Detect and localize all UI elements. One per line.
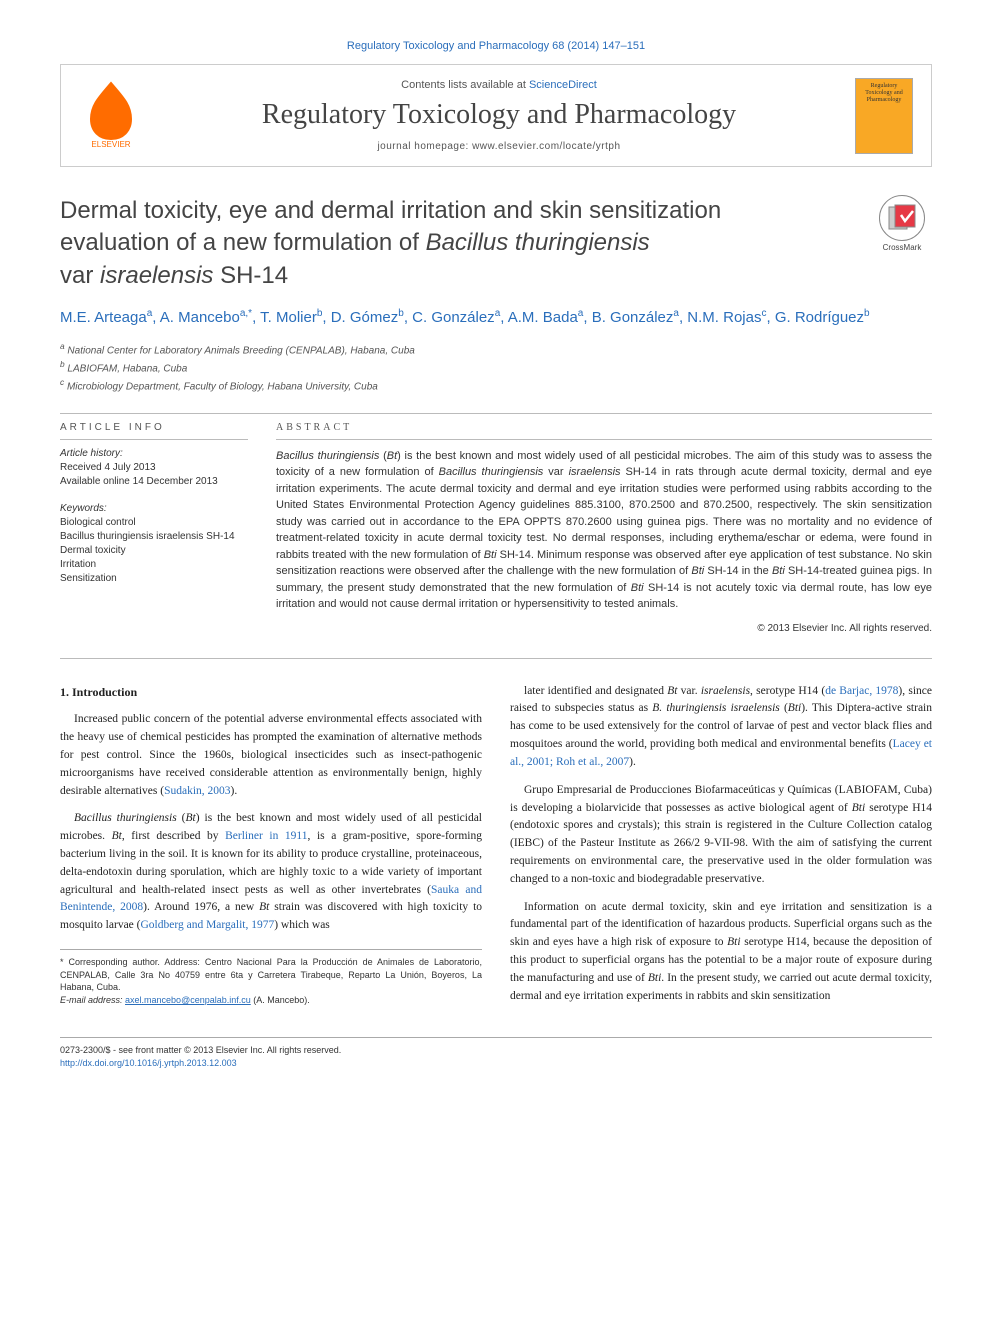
body-paragraph: later identified and designated Bt var. …	[510, 683, 932, 772]
body-columns: 1. Introduction Increased public concern…	[60, 683, 932, 1016]
cover-text: Regulatory Toxicology and Pharmacology	[860, 83, 908, 105]
article-title: Dermal toxicity, eye and dermal irritati…	[60, 195, 852, 292]
homepage-url[interactable]: www.elsevier.com/locate/yrtph	[472, 141, 620, 152]
title-line2-em: Bacillus thuringiensis	[426, 229, 650, 256]
keyword-line: Irritation	[60, 558, 248, 572]
journal-cover-thumbnail: Regulatory Toxicology and Pharmacology	[855, 78, 913, 154]
body-paragraph: Grupo Empresarial de Producciones Biofar…	[510, 782, 932, 889]
header-citation: Regulatory Toxicology and Pharmacology 6…	[60, 40, 932, 52]
keyword-line: Dermal toxicity	[60, 544, 248, 558]
title-line3-pre: var	[60, 262, 100, 289]
article-info-column: ARTICLE INFO Article history: Received 4…	[60, 422, 248, 634]
affiliations: a National Center for Laboratory Animals…	[60, 340, 932, 395]
keywords-heading: Keywords:	[60, 503, 248, 514]
journal-header-box: ELSEVIER Contents lists available at Sci…	[60, 64, 932, 167]
title-line1: Dermal toxicity, eye and dermal irritati…	[60, 197, 721, 224]
journal-name: Regulatory Toxicology and Pharmacology	[163, 99, 835, 131]
keyword-line: Bacillus thuringiensis israelensis SH-14	[60, 530, 248, 544]
abstract-label: ABSTRACT	[276, 422, 932, 440]
history-line: Received 4 July 2013	[60, 461, 248, 475]
crossmark-label: CrossMark	[872, 243, 932, 252]
doi-link[interactable]: http://dx.doi.org/10.1016/j.yrtph.2013.1…	[60, 1058, 237, 1068]
contents-line: Contents lists available at ScienceDirec…	[163, 79, 835, 91]
crossmark-badge[interactable]: CrossMark	[872, 195, 932, 255]
body-divider	[60, 658, 932, 659]
title-line3-post: SH-14	[213, 262, 288, 289]
contents-prefix: Contents lists available at	[401, 79, 529, 91]
article-info-label: ARTICLE INFO	[60, 422, 248, 440]
body-paragraph: Increased public concern of the potentia…	[60, 711, 482, 800]
body-col-left: 1. Introduction Increased public concern…	[60, 683, 482, 1016]
history-heading: Article history:	[60, 448, 248, 459]
authors-list: M.E. Arteagaa, A. Manceboa,*, T. Molierb…	[60, 306, 932, 330]
homepage-prefix: journal homepage:	[377, 141, 472, 152]
footer-bar: 0273-2300/$ - see front matter © 2013 El…	[60, 1037, 932, 1069]
crossmark-icon	[879, 195, 925, 241]
affiliation-line: c Microbiology Department, Faculty of Bi…	[60, 376, 932, 394]
title-line3-em: israelensis	[100, 262, 213, 289]
issn-line: 0273-2300/$ - see front matter © 2013 El…	[60, 1044, 932, 1057]
email-suffix: (A. Mancebo).	[251, 995, 310, 1005]
elsevier-label: ELSEVIER	[91, 140, 130, 149]
abstract-text: Bacillus thuringiensis (Bt) is the best …	[276, 448, 932, 613]
keyword-line: Biological control	[60, 516, 248, 530]
elsevier-logo: ELSEVIER	[79, 77, 143, 154]
keyword-line: Sensitization	[60, 572, 248, 586]
email-label: E-mail address:	[60, 995, 125, 1005]
footnotes: * Corresponding author. Address: Centro …	[60, 949, 482, 1006]
body-col-right: later identified and designated Bt var. …	[510, 683, 932, 1016]
body-paragraph: Bacillus thuringiensis (Bt) is the best …	[60, 810, 482, 935]
email-link[interactable]: axel.mancebo@cenpalab.inf.cu	[125, 995, 251, 1005]
affiliation-line: a National Center for Laboratory Animals…	[60, 340, 932, 358]
abstract-column: ABSTRACT Bacillus thuringiensis (Bt) is …	[276, 422, 932, 634]
corresponding-author-note: * Corresponding author. Address: Centro …	[60, 956, 482, 994]
history-line: Available online 14 December 2013	[60, 475, 248, 489]
sciencedirect-link[interactable]: ScienceDirect	[529, 79, 597, 91]
affiliation-line: b LABIOFAM, Habana, Cuba	[60, 358, 932, 376]
divider	[60, 413, 932, 414]
body-paragraph: Information on acute dermal toxicity, sk…	[510, 899, 932, 1006]
homepage-line: journal homepage: www.elsevier.com/locat…	[163, 141, 835, 152]
abstract-copyright: © 2013 Elsevier Inc. All rights reserved…	[276, 623, 932, 634]
title-line2-pre: evaluation of a new formulation of	[60, 229, 426, 256]
section-1-heading: 1. Introduction	[60, 683, 482, 702]
